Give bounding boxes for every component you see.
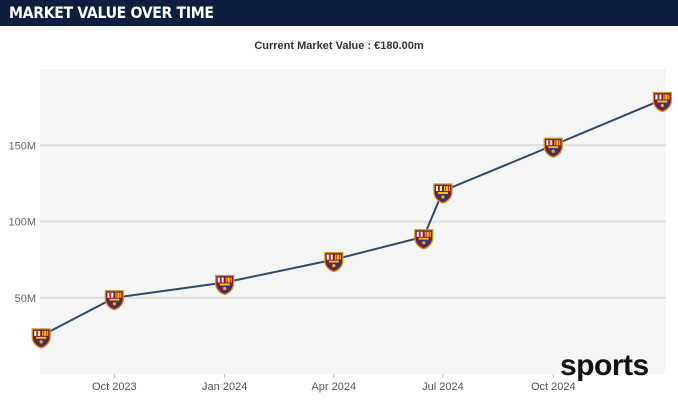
crest-cross-bar [437,186,440,191]
crest-senyera-stripe [229,277,231,283]
crest-cross-bar [109,292,112,298]
data-point-marker [414,229,434,250]
crest-senyera-quarter [663,94,670,100]
crest-senyera-stripe [447,186,449,191]
chart-header: MARKET VALUE OVER TIME [0,0,678,26]
crest-band [548,146,559,149]
crest-ball [39,340,43,344]
crest-senyera-stripe [664,94,666,100]
club-crest-icon [324,251,344,273]
crest-ball [332,264,336,268]
crest-band [418,237,429,240]
x-tick-label: Jul 2024 [422,381,464,393]
data-point-marker [31,328,51,349]
crest-senyera-stripe [555,140,557,146]
data-point-marker [104,290,125,311]
x-tick-label: Jan 2024 [202,381,247,393]
club-crest-icon [543,137,563,158]
crest-cross-bar [657,94,660,100]
crest-senyera-stripe [46,330,48,336]
crest-senyera-stripe [226,277,228,283]
crest-senyera-quarter [424,231,431,237]
data-point-marker [324,251,344,273]
club-crest-icon [31,328,51,349]
crest-cross-bar [219,277,222,283]
y-tick-label: 150M [8,140,36,152]
crest-senyera-stripe [119,292,121,298]
crest-senyera-stripe [428,231,430,237]
data-point-marker [433,183,453,204]
y-tick-label: 50M [15,293,36,305]
crest-band [219,283,230,286]
club-crest-icon [433,183,453,204]
crest-senyera-quarter [115,292,122,298]
data-point-marker [215,274,235,296]
crest-senyera-quarter [554,140,561,146]
club-crest-icon [652,91,673,113]
x-tick-label: Oct 2023 [92,381,137,393]
crest-senyera-stripe [444,186,446,191]
crest-ball [551,149,555,153]
crest-band [36,336,47,339]
club-crest-icon [104,290,125,311]
chart-header-title: MARKET VALUE OVER TIME [9,3,214,22]
crest-band [109,298,120,301]
crest-ball [112,302,116,306]
crest-senyera-stripe [338,254,340,260]
x-tick-label: Oct 2024 [531,381,576,393]
crest-senyera-stripe [558,140,560,146]
crest-ball [441,195,445,199]
crest-band [328,260,339,263]
market-value-line [40,98,663,337]
club-crest-icon [215,274,235,296]
crest-senyera-quarter [443,186,450,191]
club-crest-icon [414,229,434,250]
crest-ball [422,241,426,245]
crest-band [437,192,448,194]
crest-ball [223,286,227,291]
data-point-marker [543,137,563,158]
crest-senyera-stripe [335,254,337,260]
crest-senyera-stripe [667,94,669,100]
crest-senyera-stripe [43,330,45,336]
y-tick-label: 100M [8,217,36,229]
current-market-value-label: Current Market Value : €180.00m [254,40,424,52]
crest-senyera-quarter [225,277,232,283]
crest-senyera-stripe [116,292,118,298]
crest-cross-bar [36,330,39,336]
crest-ball [660,103,665,108]
sports-watermark-logo: sports [560,349,649,382]
crest-cross-bar [418,231,421,237]
crest-senyera-quarter [42,330,49,336]
crest-senyera-quarter [334,254,341,260]
crest-cross-bar [548,140,551,146]
x-tick-label: Apr 2024 [311,381,356,393]
crest-cross-bar [328,254,331,260]
crest-band [657,100,668,103]
data-point-marker [652,91,673,113]
crest-senyera-stripe [425,231,427,237]
